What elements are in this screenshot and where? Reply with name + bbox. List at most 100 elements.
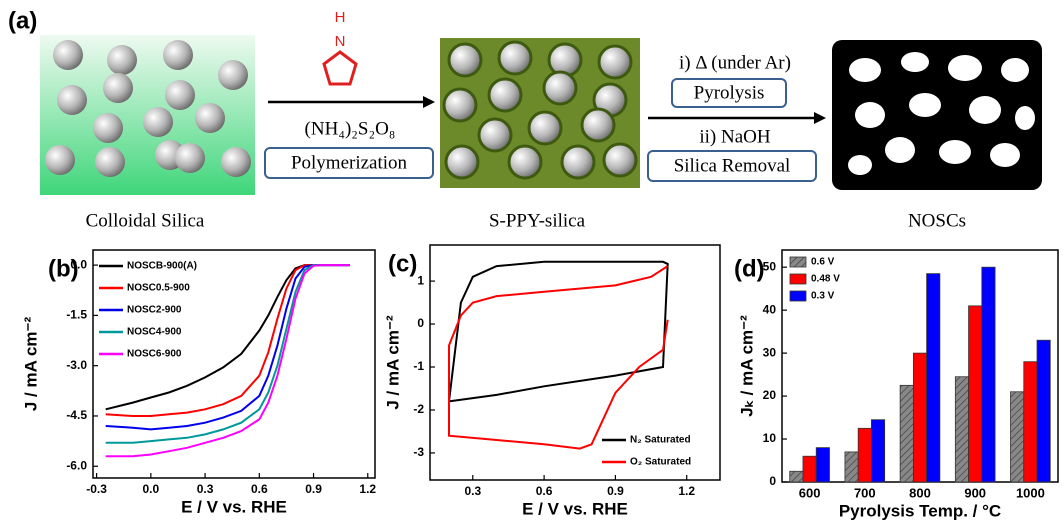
- legend-swatch: [790, 291, 806, 301]
- sphere: [195, 103, 225, 133]
- x-tick-label: 700: [854, 485, 876, 500]
- bar: [969, 306, 982, 482]
- y-tick-label: -2: [413, 402, 424, 416]
- sphere: [163, 40, 193, 70]
- stage-label: S-PPY-silica: [489, 210, 586, 231]
- x-tick-label: 800: [909, 485, 931, 500]
- legend-label: NOSC0.5-900: [127, 283, 190, 294]
- panel-label: (d): [734, 255, 765, 282]
- pore: [909, 93, 941, 117]
- sphere: [221, 147, 251, 177]
- y-tick-label: 30: [763, 345, 777, 359]
- y-tick-label: 20: [763, 388, 777, 402]
- legend-label: O₂ Saturated: [630, 457, 691, 468]
- sphere: [599, 46, 631, 78]
- sphere: [529, 112, 561, 144]
- step-name: Polymerization: [291, 152, 408, 173]
- bar: [1037, 340, 1050, 482]
- y-tick-label: 10: [763, 431, 777, 445]
- bar: [900, 385, 913, 482]
- sphere: [544, 72, 576, 104]
- panel-label: (c): [388, 250, 417, 277]
- panel-label: (a): [8, 7, 37, 34]
- x-tick-label: 0.9: [305, 482, 322, 496]
- pore: [990, 143, 1020, 167]
- pore: [948, 55, 982, 81]
- y-axis-label: J / mA cm⁻²: [21, 317, 40, 412]
- sphere: [549, 44, 581, 76]
- x-tick-label: 600: [799, 485, 821, 500]
- y-tick-label: 40: [763, 302, 777, 316]
- bar: [845, 452, 858, 482]
- y-tick-label: 0: [769, 474, 776, 488]
- x-tick-label: 900: [964, 485, 986, 500]
- y-axis-label: J / mA cm⁻²: [383, 315, 402, 410]
- bar: [982, 267, 995, 482]
- y-tick-label: -1: [413, 359, 424, 373]
- x-tick-label: 1000: [1016, 485, 1045, 500]
- x-tick-label: 1.2: [359, 482, 376, 496]
- x-tick-label: 0.0: [143, 482, 160, 496]
- figure: (a) H N (NH₄)₂S₂O₈ Polymerization i) Δ (…: [0, 0, 1064, 520]
- atom-label: N: [335, 33, 346, 50]
- stage-label: Colloidal Silica: [86, 210, 205, 231]
- sphere: [165, 80, 195, 110]
- sphere: [444, 89, 476, 121]
- pore: [901, 52, 929, 72]
- bar: [803, 456, 816, 482]
- legend-label: NOSC2-900: [127, 305, 182, 316]
- sphere: [57, 85, 87, 115]
- bar: [871, 420, 884, 482]
- stage-label: NOSCs: [908, 210, 966, 231]
- sphere: [95, 147, 125, 177]
- sphere: [446, 146, 478, 178]
- pore: [885, 137, 915, 163]
- sphere: [449, 44, 481, 76]
- y-tick-label: -3.0: [66, 358, 87, 372]
- x-axis-label: Pyrolysis Temp. / °C: [839, 501, 1001, 520]
- y-axis-label: Jₖ / mA cm⁻²: [737, 315, 756, 417]
- pore: [1001, 58, 1029, 82]
- x-tick-label: 0.9: [607, 484, 624, 498]
- step-name: Silica Removal: [674, 155, 791, 176]
- reagent: ii) NaOH: [699, 126, 771, 147]
- y-tick-label: 1: [417, 273, 424, 287]
- y-tick-label: 0.0: [70, 257, 87, 271]
- sphere: [45, 145, 75, 175]
- x-tick-label: 0.6: [536, 484, 553, 498]
- x-tick-label: 1.2: [678, 484, 695, 498]
- bar: [913, 353, 926, 482]
- data-line: [449, 266, 668, 449]
- pore: [939, 140, 971, 164]
- condition: i) Δ (under Ar): [679, 52, 791, 73]
- y-tick-label: -1.5: [66, 308, 87, 322]
- pore: [1015, 106, 1035, 130]
- x-axis-label: E / V vs. RHE: [522, 499, 628, 518]
- bar: [858, 428, 871, 482]
- sphere: [53, 40, 83, 70]
- y-tick-label: 50: [763, 259, 777, 273]
- legend-swatch: [790, 257, 806, 267]
- sphere: [509, 146, 541, 178]
- bar: [1011, 392, 1024, 482]
- sphere: [479, 119, 511, 151]
- sphere: [107, 45, 137, 75]
- x-tick-label: 0.6: [251, 482, 268, 496]
- legend-label: NOSC6-900: [127, 349, 182, 360]
- sphere: [562, 146, 594, 178]
- sphere: [604, 144, 636, 176]
- sphere: [143, 107, 173, 137]
- legend-label: NOSCB-900(A): [127, 261, 197, 272]
- reagent: (NH₄)₂S₂O₈: [305, 118, 396, 139]
- pyrrole-ring: [324, 52, 356, 84]
- y-tick-label: -6.0: [66, 458, 87, 472]
- arrow-head: [423, 96, 435, 108]
- sphere: [175, 143, 205, 173]
- legend-label: 0.6 V: [811, 257, 835, 268]
- bar: [955, 377, 968, 482]
- pore: [849, 58, 881, 82]
- x-axis-label: E / V vs. RHE: [181, 497, 287, 516]
- y-tick-label: 0: [417, 316, 424, 330]
- data-line: [449, 262, 668, 402]
- sphere: [218, 60, 248, 90]
